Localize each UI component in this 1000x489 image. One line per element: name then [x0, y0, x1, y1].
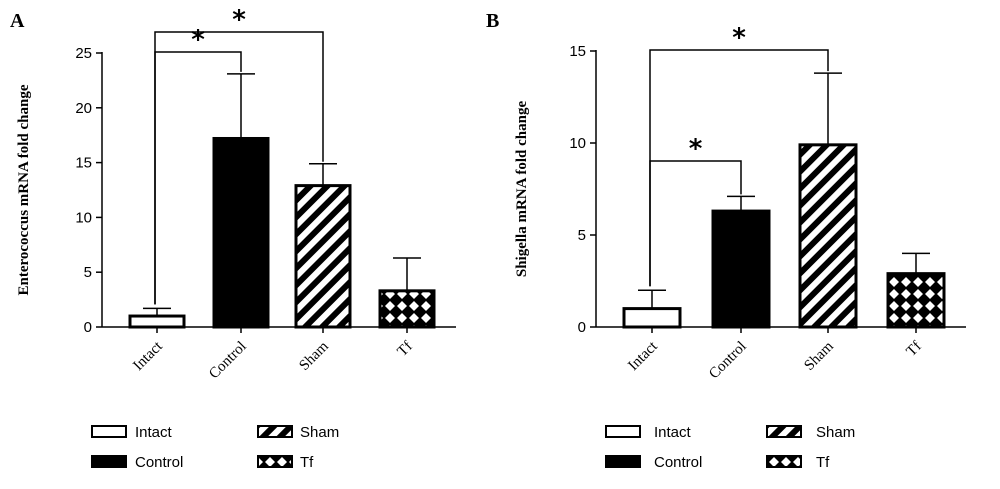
legend-swatch-sham — [257, 425, 293, 438]
bar-tf — [886, 272, 946, 329]
legend-label: Sham — [816, 424, 855, 441]
legend-swatch-control — [91, 455, 127, 468]
y-tick-label: 5 — [84, 264, 92, 281]
legend-label: Control — [654, 454, 702, 471]
significance-bracket — [649, 49, 829, 287]
x-tick-label: Sham — [296, 338, 332, 374]
y-tick-label: 0 — [578, 319, 586, 336]
significance-star: * — [191, 25, 205, 55]
legend-label: Tf — [816, 454, 830, 471]
y-tick-label: 5 — [578, 227, 586, 244]
bar-control — [212, 136, 270, 329]
significance-star: * — [689, 134, 703, 164]
bar-intact — [622, 307, 682, 329]
y-axis-label: Enterococcus mRNA fold change — [16, 84, 32, 295]
y-tick-label: 10 — [569, 135, 586, 152]
x-tick-label: Control — [706, 339, 750, 383]
legend-swatch-tf — [766, 455, 802, 468]
y-tick-label: 15 — [75, 155, 92, 172]
bar-sham — [798, 143, 858, 329]
y-tick-label: 20 — [75, 100, 92, 117]
legend-swatch-sham — [766, 425, 802, 438]
y-tick-label: 15 — [569, 43, 586, 60]
legend-swatch-intact — [91, 425, 127, 438]
y-tick-label: 25 — [75, 45, 92, 62]
panel-letter: A — [10, 10, 25, 32]
chart-panel-a: A Enterococcus mRNA fold change 0 5 10 15 20 25… — [10, 5, 456, 471]
bar-intact — [128, 314, 186, 329]
x-tick-label: Intact — [625, 338, 661, 374]
legend-label: Intact — [135, 424, 173, 441]
bar-control — [711, 209, 771, 329]
panel-letter: B — [486, 10, 499, 32]
legend-label: Tf — [300, 454, 314, 471]
chart-panel-b: B Shigella mRNA fold change 0 5 10 15 Intact Co… — [486, 10, 966, 471]
significance-star: * — [232, 5, 246, 35]
x-tick-label: Sham — [801, 338, 837, 374]
legend-label: Sham — [300, 424, 339, 441]
bar-tf — [378, 289, 436, 329]
bar-sham — [294, 184, 352, 329]
x-tick-label: Tf — [394, 339, 415, 360]
significance-star: * — [732, 23, 746, 53]
x-tick-label: Intact — [130, 338, 166, 374]
legend-swatch-control — [605, 455, 641, 468]
y-axis-label: Shigella mRNA fold change — [514, 101, 530, 278]
legend-label: Control — [135, 454, 183, 471]
legend-swatch-tf — [257, 455, 293, 468]
legend-label: Intact — [654, 424, 692, 441]
y-tick-label: 10 — [75, 209, 92, 226]
legend-swatch-intact — [605, 425, 641, 438]
y-tick-label: 0 — [84, 319, 92, 336]
x-tick-label: Tf — [903, 339, 924, 360]
significance-bracket — [154, 31, 324, 305]
x-tick-label: Control — [206, 339, 250, 383]
